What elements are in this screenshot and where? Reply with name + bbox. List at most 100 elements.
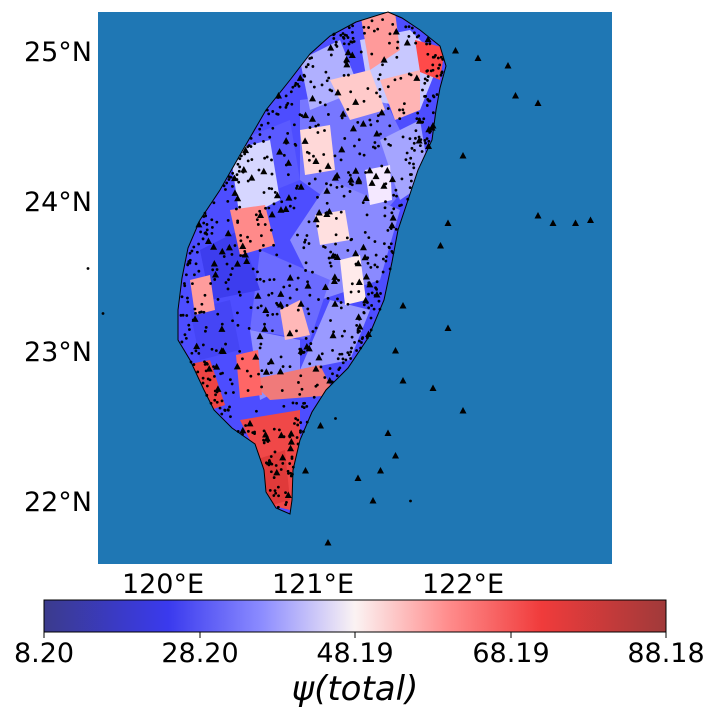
- event-marker: [269, 371, 273, 375]
- event-marker: [268, 488, 272, 492]
- event-marker: [378, 95, 382, 98]
- event-marker: [307, 158, 311, 162]
- event-marker: [203, 360, 206, 364]
- station-marker: [359, 120, 367, 127]
- event-marker: [383, 137, 387, 141]
- lon-label-121: 121°E: [272, 569, 354, 600]
- station-marker: [352, 98, 360, 105]
- event-marker: [264, 206, 267, 210]
- event-marker: [239, 233, 243, 237]
- event-marker: [246, 159, 250, 163]
- event-marker: [322, 245, 325, 248]
- event-marker: [326, 297, 330, 300]
- station-marker: [354, 474, 362, 481]
- event-marker: [351, 36, 355, 40]
- colorbar-gradient: [43, 599, 667, 633]
- event-marker: [348, 190, 352, 193]
- event-marker: [344, 358, 348, 362]
- station-marker: [254, 292, 262, 299]
- event-marker: [316, 224, 320, 228]
- station-marker: [392, 28, 400, 35]
- event-marker: [295, 436, 299, 439]
- event-marker: [333, 154, 337, 158]
- event-marker: [407, 25, 411, 29]
- station-marker: [324, 539, 332, 546]
- event-marker: [274, 464, 278, 467]
- event-marker: [393, 78, 397, 82]
- event-marker: [304, 269, 307, 272]
- event-marker: [257, 168, 261, 172]
- event-marker: [226, 218, 230, 222]
- event-marker: [399, 76, 403, 80]
- event-marker: [300, 387, 304, 391]
- event-marker: [270, 158, 273, 162]
- event-marker: [277, 494, 280, 498]
- event-marker: [196, 370, 200, 374]
- event-marker: [441, 57, 445, 61]
- lon-label-120: 120°E: [122, 569, 204, 600]
- station-marker: [459, 152, 467, 159]
- station-marker: [297, 183, 305, 190]
- colorbar-ticks: [43, 632, 667, 638]
- event-marker: [428, 42, 432, 46]
- event-marker: [255, 409, 258, 413]
- station-marker: [343, 55, 351, 63]
- event-marker: [281, 365, 285, 368]
- station-marker: [534, 212, 542, 219]
- event-marker: [186, 296, 189, 300]
- event-marker: [316, 123, 320, 127]
- station-marker: [344, 48, 352, 56]
- event-marker: [282, 285, 286, 289]
- station-marker: [287, 444, 295, 452]
- event-marker: [203, 293, 207, 297]
- station-marker: [388, 175, 396, 183]
- station-marker: [275, 91, 283, 99]
- event-marker: [338, 352, 342, 356]
- station-marker: [425, 142, 433, 150]
- station-marker: [234, 260, 242, 267]
- event-marker: [412, 141, 416, 145]
- station-marker: [286, 329, 294, 337]
- event-marker: [179, 313, 183, 317]
- station-marker: [572, 219, 579, 226]
- event-marker: [307, 182, 311, 186]
- event-marker: [282, 404, 286, 408]
- event-marker: [314, 124, 318, 128]
- event-marker: [401, 135, 405, 139]
- event-marker: [327, 256, 331, 260]
- event-marker: [334, 242, 337, 246]
- event-marker: [325, 182, 328, 186]
- station-marker: [389, 214, 397, 221]
- event-marker: [435, 74, 439, 78]
- event-marker: [426, 75, 430, 78]
- event-marker: [272, 202, 276, 206]
- event-marker: [373, 263, 377, 267]
- event-marker: [374, 253, 378, 257]
- station-marker: [268, 210, 276, 218]
- event-marker: [205, 361, 209, 365]
- event-marker: [270, 291, 274, 295]
- event-marker: [203, 211, 207, 215]
- station-marker: [315, 208, 323, 216]
- station-marker: [285, 194, 293, 201]
- event-marker: [334, 417, 337, 420]
- event-marker: [375, 265, 379, 269]
- event-marker: [328, 261, 332, 265]
- event-marker: [345, 236, 349, 240]
- event-marker: [236, 311, 239, 315]
- event-marker: [296, 418, 300, 422]
- station-marker: [276, 148, 284, 155]
- event-marker: [271, 126, 275, 130]
- event-marker: [339, 301, 343, 304]
- event-marker: [209, 401, 213, 405]
- event-marker: [293, 196, 297, 200]
- event-marker: [341, 32, 345, 35]
- event-marker: [273, 190, 277, 194]
- station-marker: [252, 353, 260, 360]
- station-marker: [424, 35, 432, 43]
- event-marker: [192, 245, 196, 249]
- event-marker: [288, 204, 292, 208]
- station-marker: [297, 300, 305, 307]
- event-marker: [362, 25, 366, 29]
- event-marker: [272, 427, 276, 431]
